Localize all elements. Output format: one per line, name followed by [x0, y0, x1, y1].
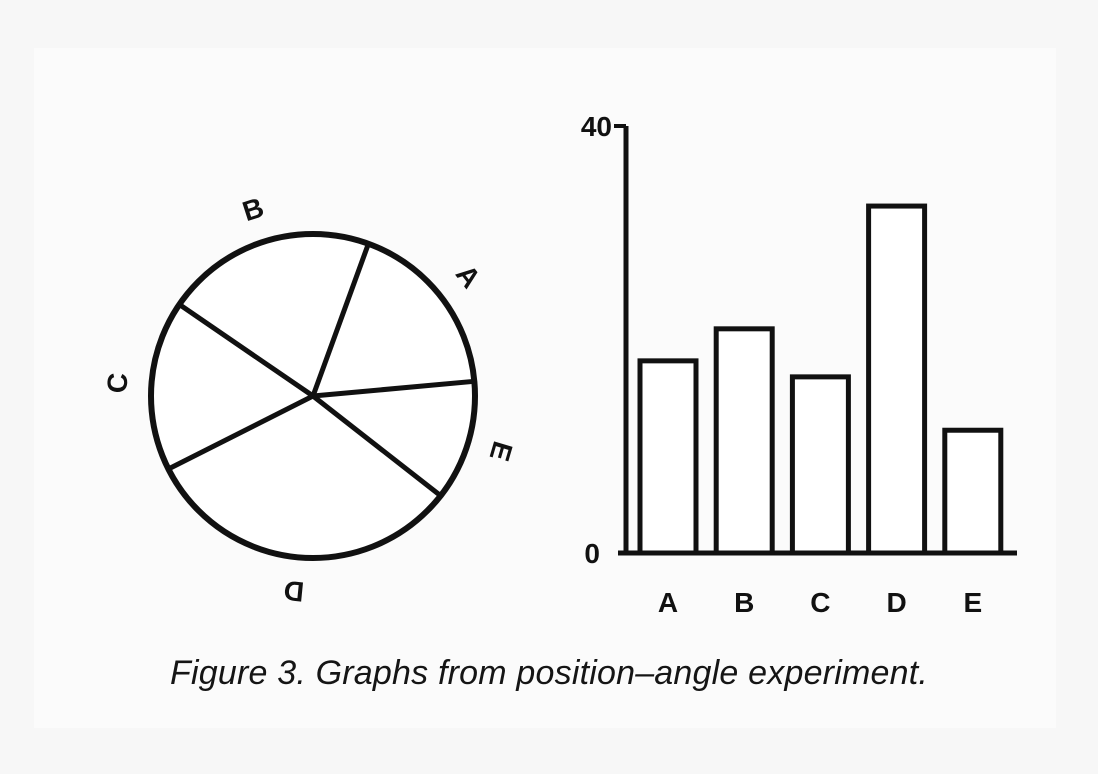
- pie-slice-boundary: [312, 378, 475, 399]
- x-tick-label-b: B: [734, 587, 754, 618]
- x-tick-label-c: C: [810, 587, 830, 618]
- bar-d: [866, 203, 928, 556]
- bar-b: [713, 326, 775, 556]
- y-tick-label-max: 40: [581, 111, 612, 142]
- pie-slice-label-d: D: [282, 575, 305, 608]
- pie-slice-label-c: C: [101, 372, 133, 394]
- bar-c: [789, 374, 851, 556]
- pie-slice-boundary: [167, 393, 315, 472]
- bar-e: [942, 427, 1004, 556]
- x-tick-label-d: D: [886, 587, 906, 618]
- figure-caption: Figure 3. Graphs from position–angle exp…: [170, 654, 928, 692]
- x-tick-label-e: E: [963, 587, 982, 618]
- x-tick-label-a: A: [658, 587, 678, 618]
- pie-slice-boundary: [177, 302, 315, 399]
- pie-slice-boundary: [311, 394, 443, 498]
- y-tick-label-min: 0: [584, 538, 600, 569]
- bar-a: [637, 358, 699, 556]
- pie-slice-boundary: [310, 242, 371, 397]
